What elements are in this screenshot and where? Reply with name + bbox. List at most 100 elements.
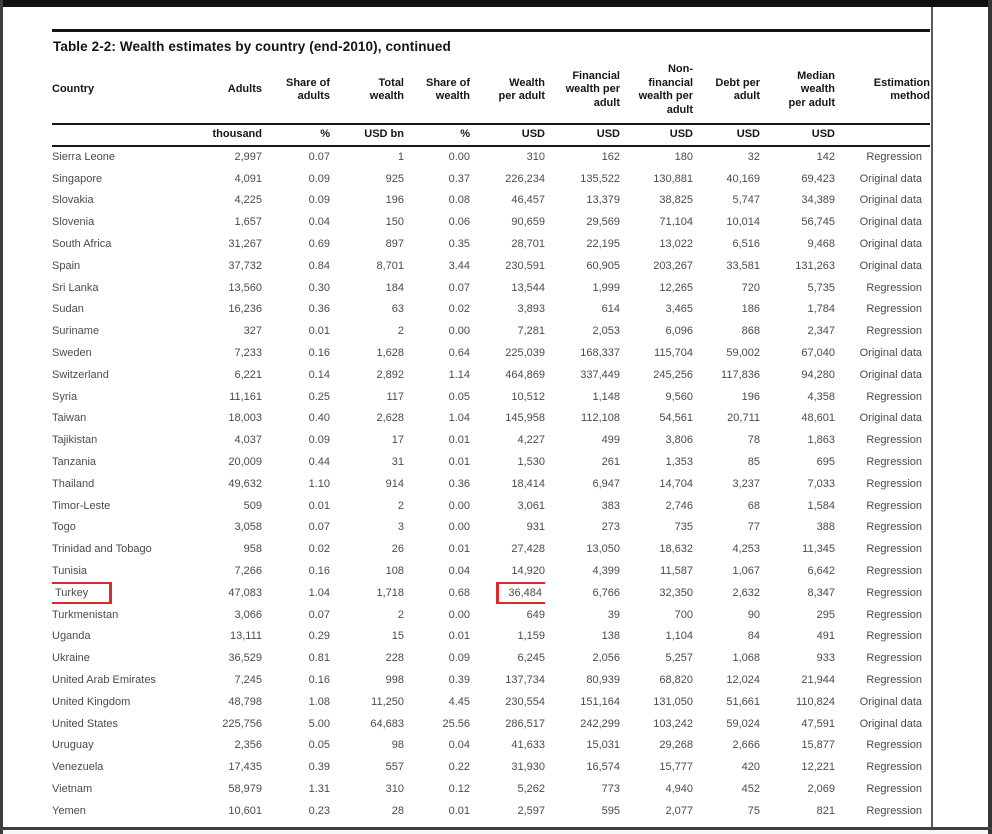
cell: 32,350: [659, 586, 693, 599]
table-row-switzerland: Switzerland 6,221 0.14 2,892 1.14 464,869 337,…: [52, 364, 930, 386]
cell: 37,732: [228, 259, 262, 272]
cell: Original data: [859, 194, 922, 207]
cell: Original data: [859, 368, 922, 381]
col-unit-none: [52, 124, 192, 147]
table-row-timor-leste: Timor-Leste 509 0.01 2 0.00 3,061 383 2,746 68 1,…: [52, 495, 930, 517]
cell: 112,108: [581, 412, 620, 425]
cell: 1.08: [308, 695, 330, 708]
cell: 11,161: [229, 390, 262, 403]
cell: 2,053: [592, 325, 620, 338]
cell: 0.01: [448, 630, 470, 643]
cell: Syria: [52, 390, 78, 403]
cell: 0.64: [448, 347, 470, 360]
cell: 464,869: [505, 368, 545, 381]
table-row-vietnam: Vietnam 58,979 1.31 310 0.12 5,262 773 4,940 452…: [52, 778, 930, 800]
cell: 2,069: [807, 783, 835, 795]
cell: 68,820: [659, 674, 693, 687]
table-row-united-arab-emirates: United Arab Emirates 7,245 0.16 998 0.39 137,…: [52, 669, 930, 691]
table-row-venezuela: Venezuela 17,435 0.39 557 0.22 31,930 16,574 15…: [52, 756, 930, 778]
cell: 84: [747, 630, 760, 643]
col-unit-usd: USD: [693, 124, 760, 147]
cell: 1,353: [665, 456, 693, 469]
cell: 0.36: [448, 477, 470, 490]
cell: 2,628: [376, 412, 404, 425]
cell: 4,225: [234, 194, 262, 207]
cell: 557: [385, 761, 404, 774]
cell: Sudan: [52, 303, 84, 316]
cell: Timor-Leste: [52, 499, 111, 512]
col-unit-usd: USD: [760, 124, 835, 147]
cell: 5,747: [732, 194, 760, 207]
cell: 0.01: [448, 456, 470, 469]
cell: United Arab Emirates: [52, 674, 156, 687]
cell: 4,399: [592, 565, 620, 578]
cell: Regression: [866, 303, 922, 316]
col-header-total: Total wealth: [330, 59, 404, 125]
cell: 32: [747, 151, 760, 164]
cell: 78: [747, 434, 760, 447]
cell: 40,169: [726, 172, 760, 185]
col-unit-usd: USD: [470, 124, 545, 147]
cell: 34,389: [801, 194, 835, 207]
cell: 0.00: [448, 151, 470, 164]
cell: Tunisia: [52, 565, 88, 578]
cell: 36,529: [228, 652, 262, 665]
cell: 180: [674, 151, 693, 164]
cell: 13,544: [511, 281, 545, 294]
cell: 773: [601, 783, 620, 795]
cell: 54,561: [659, 412, 693, 425]
cell: 420: [741, 761, 760, 774]
cell: 1: [397, 151, 404, 164]
cell: 242,299: [580, 717, 620, 730]
cell: 29,569: [586, 216, 620, 229]
cell: Regression: [866, 456, 922, 469]
cell: 261: [601, 456, 620, 469]
table-row-sierra-leone: Sierra Leone 2,997 0.07 1 0.00 310 162 180 32 142…: [52, 146, 930, 168]
cell: 90: [747, 608, 760, 621]
cell: Original data: [859, 695, 922, 708]
cell: 1.04: [308, 586, 330, 599]
cell: 15,877: [801, 739, 835, 752]
cell: United Kingdom: [52, 695, 131, 708]
cell: 1,718: [376, 586, 404, 599]
cell: 595: [601, 804, 620, 817]
cell: 71,104: [659, 216, 693, 229]
cell: 0.01: [308, 499, 330, 512]
cell: 0.00: [448, 608, 470, 621]
cell: 27,428: [511, 543, 545, 556]
cell: 168,337: [580, 347, 620, 360]
cell: 9,560: [665, 390, 693, 403]
cell: 4,037: [234, 434, 262, 447]
cell: 5,257: [665, 652, 693, 665]
cell: 2,632: [732, 586, 760, 599]
cell: United States: [52, 717, 119, 730]
cell: 151,164: [580, 695, 620, 708]
cell: 196: [741, 390, 760, 403]
col-unit-none: %: [404, 124, 470, 147]
table-body: Sierra Leone 2,997 0.07 1 0.00 310 162 180 32 142…: [52, 146, 930, 822]
cell: 286,517: [505, 717, 545, 730]
cell: 499: [601, 434, 620, 447]
cell: 897: [385, 238, 404, 251]
cell: 130,881: [653, 172, 693, 185]
cell: 98: [391, 739, 404, 752]
cell: 137,734: [505, 674, 545, 687]
units-row: thousand% USD bn% USD USD USD USD USD: [52, 124, 930, 147]
cell: 46,457: [511, 194, 545, 207]
cell: 64,683: [370, 717, 404, 730]
cell: 18,003: [228, 412, 262, 425]
table-content: Table 2-2: Wealth estimates by country (…: [52, 29, 930, 822]
cell: 868: [741, 325, 760, 338]
cell: 17,435: [228, 761, 262, 774]
cell: Uganda: [52, 630, 91, 643]
cell: 20,009: [228, 456, 262, 469]
cell: 8,347: [807, 586, 835, 599]
cell: 94,280: [801, 368, 835, 381]
cell: Regression: [866, 390, 922, 403]
cell: 31,930: [511, 761, 545, 774]
cell: 3,806: [665, 434, 693, 447]
cell: Regression: [866, 281, 922, 294]
cell: 0.05: [448, 390, 470, 403]
cell: 3,066: [234, 608, 262, 621]
cell: 695: [816, 456, 835, 469]
